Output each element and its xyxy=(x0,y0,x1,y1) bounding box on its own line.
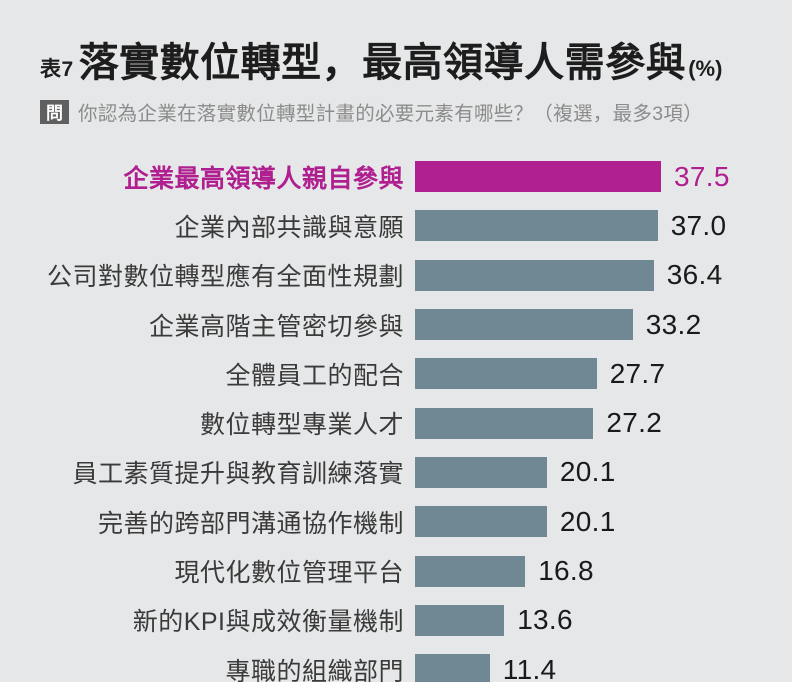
bar xyxy=(415,506,547,538)
chart-row: 企業高階主管密切參與 33.2 xyxy=(0,300,792,349)
category-label: 全體員工的配合 xyxy=(225,361,404,390)
category-label: 公司對數位轉型應有全面性規劃 xyxy=(46,263,404,292)
chart-row: 完善的跨部門溝通協作機制 20.1 xyxy=(0,497,792,546)
bar xyxy=(415,259,654,291)
category-label: 完善的跨部門溝通協作機制 xyxy=(97,509,404,538)
category-label: 員工素質提升與教育訓練落實 xyxy=(72,460,404,489)
chart-row: 企業內部共識與意願 37.0 xyxy=(0,201,792,250)
value-label: 36.4 xyxy=(666,259,723,291)
value-label: 20.1 xyxy=(559,456,616,488)
bar xyxy=(415,407,594,439)
value-label: 20.1 xyxy=(559,505,616,537)
value-label: 37.0 xyxy=(670,209,727,241)
value-label: 27.2 xyxy=(606,407,663,439)
page-title: 落實數位轉型，最高領導人需參與 xyxy=(78,41,687,85)
value-label: 33.2 xyxy=(645,308,702,340)
value-label: 16.8 xyxy=(538,555,594,587)
category-label: 新的KPI與成效衡量機制 xyxy=(132,608,404,637)
horizontal-bar-chart: 企業最高領導人親自參與 37.5 企業內部共識與意願 37.0 公司對數位轉型應… xyxy=(0,152,792,682)
bar xyxy=(415,161,661,193)
category-label: 企業最高領導人親自參與 xyxy=(123,164,404,193)
table-number-tag: 表7 xyxy=(40,58,74,81)
chart-row: 數位轉型專業人才 27.2 xyxy=(0,398,792,447)
value-label: 37.5 xyxy=(674,160,730,192)
bar xyxy=(415,654,490,682)
bar xyxy=(415,210,658,242)
chart-row: 員工素質提升與教育訓練落實 20.1 xyxy=(0,448,792,497)
category-label: 企業高階主管密切參與 xyxy=(148,312,404,341)
bar xyxy=(415,604,505,636)
category-label: 專職的組織部門 xyxy=(225,657,404,682)
bar xyxy=(415,309,633,341)
chart-row: 全體員工的配合 27.7 xyxy=(0,349,792,398)
category-label: 企業內部共識與意願 xyxy=(174,213,404,242)
chart-row: 專職的組織部門 11.4 xyxy=(0,645,792,682)
chart-row: 現代化數位管理平台 16.8 xyxy=(0,546,792,595)
value-label: 11.4 xyxy=(502,653,557,682)
bar xyxy=(415,555,526,587)
title-row: 表7 落實數位轉型，最高領導人需參與 (%) xyxy=(40,30,792,88)
chart-header: 表7 落實數位轉型，最高領導人需參與 (%) 問 你認為企業在落實數位轉型計畫的… xyxy=(0,0,792,126)
question-badge: 問 xyxy=(40,99,69,124)
category-label: 數位轉型專業人才 xyxy=(199,411,404,440)
chart-row: 公司對數位轉型應有全面性規劃 36.4 xyxy=(0,251,792,300)
title-unit-suffix: (%) xyxy=(688,56,723,81)
question-text: 你認為企業在落實數位轉型計畫的必要元素有哪些？（複選，最多3項） xyxy=(78,103,703,125)
question-row: 問 你認為企業在落實數位轉型計畫的必要元素有哪些？（複選，最多3項） xyxy=(40,97,792,126)
bar xyxy=(415,358,597,390)
bar xyxy=(415,456,547,488)
chart-row: 新的KPI與成效衡量機制 13.6 xyxy=(0,596,792,645)
chart-row: 企業最高領導人親自參與 37.5 xyxy=(0,152,792,201)
category-label: 現代化數位管理平台 xyxy=(174,559,404,588)
value-label: 27.7 xyxy=(609,357,666,389)
value-label: 13.6 xyxy=(517,604,573,636)
